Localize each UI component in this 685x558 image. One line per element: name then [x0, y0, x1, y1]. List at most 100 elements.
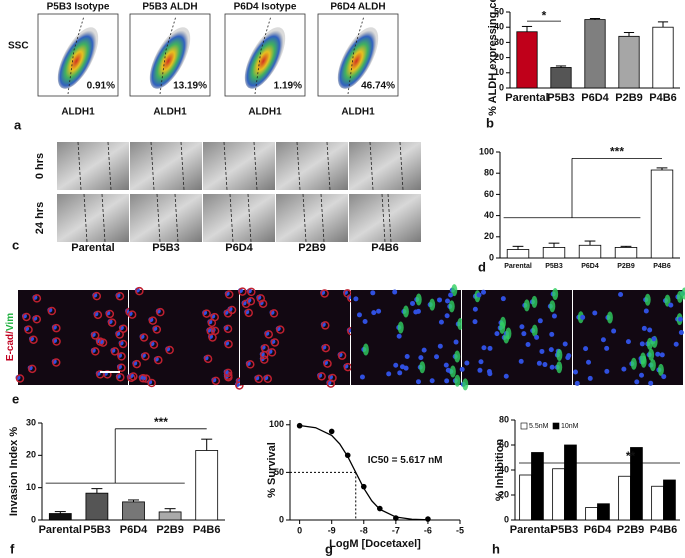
ecad	[264, 330, 274, 339]
x-tick-label: P4B6	[649, 92, 677, 104]
ecad	[148, 316, 158, 325]
vim	[449, 365, 456, 378]
ecad	[103, 370, 112, 379]
nucleus	[353, 296, 359, 302]
flow-percent: 0.91%	[87, 81, 115, 92]
ecad	[321, 321, 330, 330]
flow-plot	[224, 13, 306, 97]
ecad	[116, 373, 125, 382]
ecad	[227, 305, 237, 315]
vim	[552, 288, 559, 301]
ecad	[321, 343, 331, 353]
vim	[606, 311, 613, 324]
nucleus	[410, 300, 416, 306]
point	[393, 515, 399, 521]
ecad	[127, 310, 137, 319]
nucleus	[464, 360, 470, 366]
ecad	[254, 374, 264, 384]
nucleus	[478, 359, 484, 365]
y-tick-label: 50	[494, 6, 504, 16]
nucleus	[487, 345, 493, 351]
ecad	[52, 323, 61, 333]
flow-title: P5B3 Isotype	[47, 2, 110, 13]
ecad	[90, 331, 100, 340]
ecad	[224, 290, 234, 299]
ecad	[320, 289, 329, 298]
x-tick-label: P5B3	[547, 92, 575, 104]
bar	[663, 479, 676, 521]
nucleus	[521, 331, 527, 337]
bar	[519, 474, 532, 521]
scratch-edge	[369, 141, 374, 191]
scratch-edge	[174, 193, 179, 243]
ecad	[141, 352, 150, 361]
x-tick-label: P6D4	[581, 263, 599, 270]
y-tick-label: 30	[494, 37, 504, 47]
x-tick-label: P2B9	[156, 524, 184, 536]
y-tick-label: 0	[489, 252, 494, 262]
vim	[499, 321, 506, 334]
bar	[506, 249, 530, 259]
scratch-edge	[101, 193, 106, 243]
y-tick-label: 100	[479, 146, 494, 156]
nucleus	[600, 337, 606, 343]
vim	[549, 300, 556, 313]
nucleus	[673, 341, 679, 347]
y-tick-label: 0	[504, 514, 509, 524]
flow-title: P6D4 Isotype	[234, 2, 297, 13]
ecad	[138, 374, 148, 383]
nucleus	[518, 358, 524, 364]
scratch-edge	[150, 141, 155, 191]
ecad	[92, 291, 102, 301]
row-label: 24 hrs	[34, 202, 46, 234]
ecad	[139, 333, 149, 342]
panel-letter: e	[12, 391, 19, 406]
nucleus	[592, 310, 598, 316]
nucleus	[536, 360, 542, 366]
vim	[397, 321, 404, 334]
nucleus	[572, 369, 578, 375]
bar	[652, 26, 674, 89]
scratch-image	[203, 194, 275, 242]
vim	[457, 317, 464, 330]
scratch-edge	[223, 141, 228, 191]
vim	[630, 357, 637, 370]
x-tick-label: P2B9	[617, 263, 635, 270]
y-tick-label: 50	[274, 467, 284, 477]
nucleus	[393, 362, 399, 368]
nucleus	[611, 328, 617, 334]
nucleus	[659, 352, 665, 358]
ecad	[276, 325, 285, 334]
panel-letter: f	[10, 541, 15, 556]
scratch-image	[203, 142, 275, 190]
scratch-edge	[381, 193, 386, 243]
if-label-ecad: E-cad/	[5, 331, 16, 361]
nucleus	[634, 379, 640, 385]
ecad	[323, 359, 332, 368]
nucleus	[647, 327, 653, 333]
vim	[646, 337, 653, 350]
ecad	[93, 310, 103, 320]
bar	[564, 444, 577, 521]
x-tick-label: P6D4	[120, 524, 148, 536]
scratch-edge	[320, 193, 325, 243]
vim	[505, 327, 512, 340]
ecad	[91, 347, 100, 356]
nucleus	[678, 330, 684, 336]
ecad	[149, 340, 159, 349]
nucleus	[472, 306, 478, 312]
x-tick-label: P2B9	[615, 92, 643, 104]
column-label: P5B3	[152, 242, 180, 254]
nucleus	[444, 313, 450, 319]
significance: ***	[610, 145, 624, 159]
nucleus	[503, 373, 509, 379]
vim	[451, 284, 458, 297]
x-tick-label: Parental	[510, 524, 553, 536]
ecad	[119, 324, 128, 333]
nucleus	[443, 362, 449, 368]
ecad	[270, 338, 280, 347]
flow-density	[57, 27, 99, 89]
nucleus	[481, 345, 487, 351]
nucleus	[500, 296, 506, 302]
flow-plot	[129, 13, 211, 97]
